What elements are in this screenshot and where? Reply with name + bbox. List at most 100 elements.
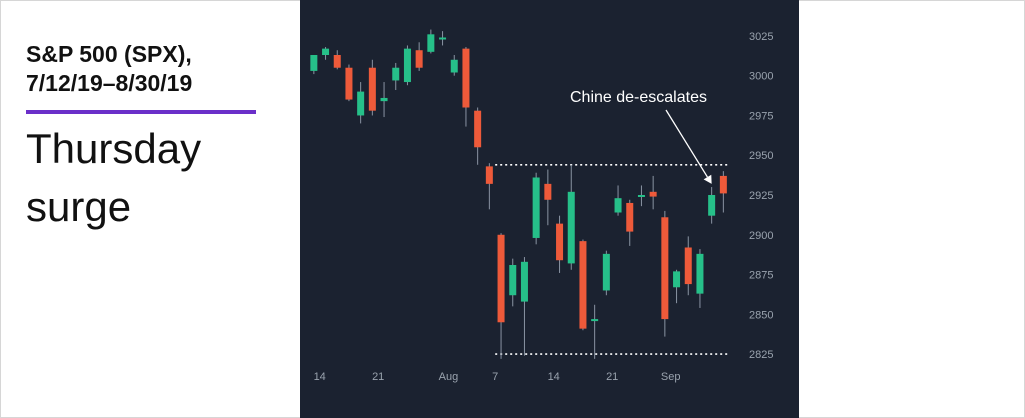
candle-body xyxy=(392,67,400,81)
candle-body xyxy=(403,48,411,83)
candle-body xyxy=(708,195,716,216)
subtitle-line1: Thursday xyxy=(26,125,202,172)
candle-body xyxy=(684,247,692,285)
x-tick-label: 21 xyxy=(372,371,384,383)
candle xyxy=(649,175,657,210)
candle xyxy=(708,187,716,224)
accent-rule xyxy=(26,110,256,114)
candlestick-chart: 3025 3000 2975 2950 2925 2900 2875 2850 2825 14 2… xyxy=(300,0,799,418)
candle xyxy=(450,55,458,76)
x-tick-label: 21 xyxy=(606,371,618,383)
candle-body xyxy=(567,191,575,264)
candle xyxy=(415,42,423,71)
x-axis-ticks: 14 21 Aug 7 14 21 Sep xyxy=(314,371,681,383)
chart-panel: 3025 3000 2975 2950 2925 2900 2875 2850 2825 14 2… xyxy=(300,0,799,418)
candle xyxy=(673,269,681,304)
y-tick-label: 3025 xyxy=(749,31,773,43)
y-tick-label: 2825 xyxy=(749,349,773,361)
x-tick-label: Sep xyxy=(661,371,681,383)
candle xyxy=(322,47,330,60)
candle xyxy=(719,171,727,213)
candle xyxy=(579,239,587,331)
candle-body xyxy=(333,55,341,68)
candles xyxy=(310,29,727,359)
annotation-label: Chine de-escalates xyxy=(570,89,707,106)
candle-body xyxy=(556,223,564,261)
candle-body xyxy=(322,48,330,55)
candle-body xyxy=(380,97,388,102)
candle xyxy=(614,185,622,216)
candle xyxy=(684,236,692,296)
candle-body xyxy=(497,234,505,323)
candle-body xyxy=(661,217,669,320)
candle xyxy=(520,257,528,356)
x-tick-label: 14 xyxy=(548,371,560,383)
candle-body xyxy=(357,91,365,116)
y-tick-label: 2900 xyxy=(749,230,773,242)
candle xyxy=(392,62,400,90)
y-tick-label: 2950 xyxy=(749,150,773,162)
range-lines xyxy=(495,163,730,355)
candle xyxy=(509,258,517,307)
candle xyxy=(532,172,540,245)
candle xyxy=(310,55,318,75)
candle xyxy=(462,47,470,127)
x-tick-label: 14 xyxy=(314,371,326,383)
subtitle-line2: surge xyxy=(26,183,132,230)
candle-body xyxy=(450,59,458,73)
candle xyxy=(696,249,704,308)
candle-body xyxy=(649,191,657,197)
candle xyxy=(333,50,341,70)
candle-body xyxy=(626,202,634,232)
candle-body xyxy=(673,271,681,288)
candle-body xyxy=(310,55,318,71)
y-tick-label: 2875 xyxy=(749,270,773,282)
y-tick-label: 2975 xyxy=(749,110,773,122)
candle-body xyxy=(532,177,540,238)
candle xyxy=(661,210,669,337)
candle xyxy=(380,82,388,118)
candle-body xyxy=(345,67,353,100)
candle-body xyxy=(474,110,482,148)
candle xyxy=(637,185,645,207)
candle xyxy=(357,82,365,124)
candle xyxy=(345,64,353,102)
candle-body xyxy=(415,50,423,68)
candle-body xyxy=(485,166,493,184)
candle xyxy=(626,199,634,246)
candle xyxy=(591,304,599,359)
candle-body xyxy=(427,34,435,52)
candle-body xyxy=(602,253,610,291)
candle-body xyxy=(637,195,645,197)
y-tick-label: 2850 xyxy=(749,309,773,321)
annotation-arrowhead xyxy=(703,174,712,184)
candle xyxy=(544,169,552,226)
headline-line1: S&P 500 (SPX), xyxy=(26,41,192,67)
y-tick-label: 3000 xyxy=(749,71,773,83)
candle-body xyxy=(368,67,376,111)
candle-body xyxy=(439,37,447,40)
headline-line2: 7/12/19–8/30/19 xyxy=(26,70,193,96)
title-panel: S&P 500 (SPX), 7/12/19–8/30/19 Thursday … xyxy=(26,40,276,230)
candle xyxy=(497,233,505,359)
annotation: Chine de-escalates xyxy=(570,89,712,184)
candle-body xyxy=(719,175,727,194)
candle xyxy=(485,163,493,210)
candle xyxy=(556,215,564,273)
annotation-arrow xyxy=(665,109,708,178)
candle xyxy=(403,45,411,86)
candle-body xyxy=(509,265,517,296)
candle-body xyxy=(591,319,599,322)
candle-body xyxy=(696,253,704,294)
candle xyxy=(427,29,435,54)
candle-body xyxy=(520,261,528,302)
candle xyxy=(368,59,376,116)
candle-body xyxy=(614,198,622,213)
candle xyxy=(602,250,610,296)
x-tick-label: Aug xyxy=(439,371,459,383)
x-tick-label: 7 xyxy=(492,371,498,383)
y-axis-ticks: 3025 3000 2975 2950 2925 2900 2875 2850 2825 xyxy=(749,31,773,361)
candle-body xyxy=(462,48,470,108)
chart-background xyxy=(300,0,799,418)
y-tick-label: 2925 xyxy=(749,190,773,202)
